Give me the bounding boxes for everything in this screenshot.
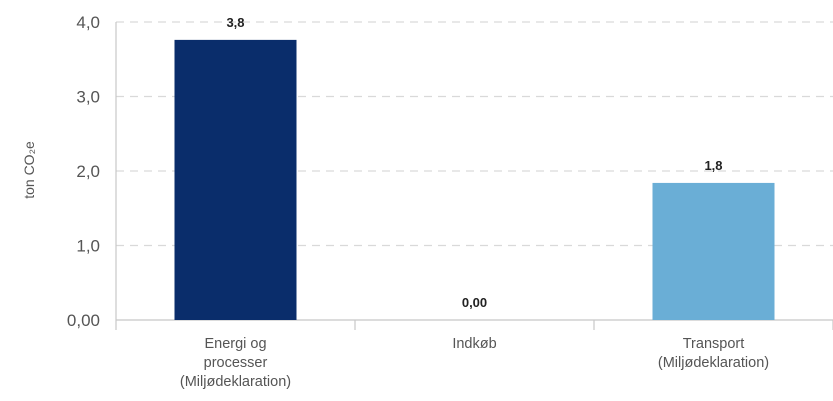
y-tick-label: 4,0 xyxy=(76,13,100,32)
x-category-label: Indkøb xyxy=(452,336,496,352)
bar xyxy=(174,39,297,320)
data-label: 0,00 xyxy=(462,295,487,310)
x-category-label-line: Indkøb xyxy=(452,336,496,352)
x-category-label-line: (Miljødeklaration) xyxy=(658,355,769,371)
x-category-label-line: Transport xyxy=(683,336,745,352)
data-label: 3,8 xyxy=(226,15,244,30)
y-tick-label: 2,0 xyxy=(76,162,100,181)
x-category-label-line: (Miljødeklaration) xyxy=(180,374,291,390)
y-axis-label: ton CO₂e xyxy=(21,141,37,199)
data-labels: 3,8 0,00 1,8 xyxy=(226,15,722,310)
bars xyxy=(174,39,775,320)
x-category-label: Energi og processer (Miljødeklaration) xyxy=(180,336,291,390)
x-axis-categories: Energi og processer (Miljødeklaration) Indk… xyxy=(180,336,769,390)
y-tick-label: 3,0 xyxy=(76,88,100,107)
y-axis-ticks: 0,00 1,0 2,0 3,0 4,0 xyxy=(67,13,100,330)
bar xyxy=(652,182,775,320)
y-tick-label: 1,0 xyxy=(76,237,100,256)
x-category-label: Transport (Miljødeklaration) xyxy=(658,336,769,371)
x-category-label-line: Energi og xyxy=(204,336,266,352)
data-label: 1,8 xyxy=(704,158,722,173)
x-category-label-line: processer xyxy=(204,355,268,371)
y-tick-label: 0,00 xyxy=(67,311,100,330)
